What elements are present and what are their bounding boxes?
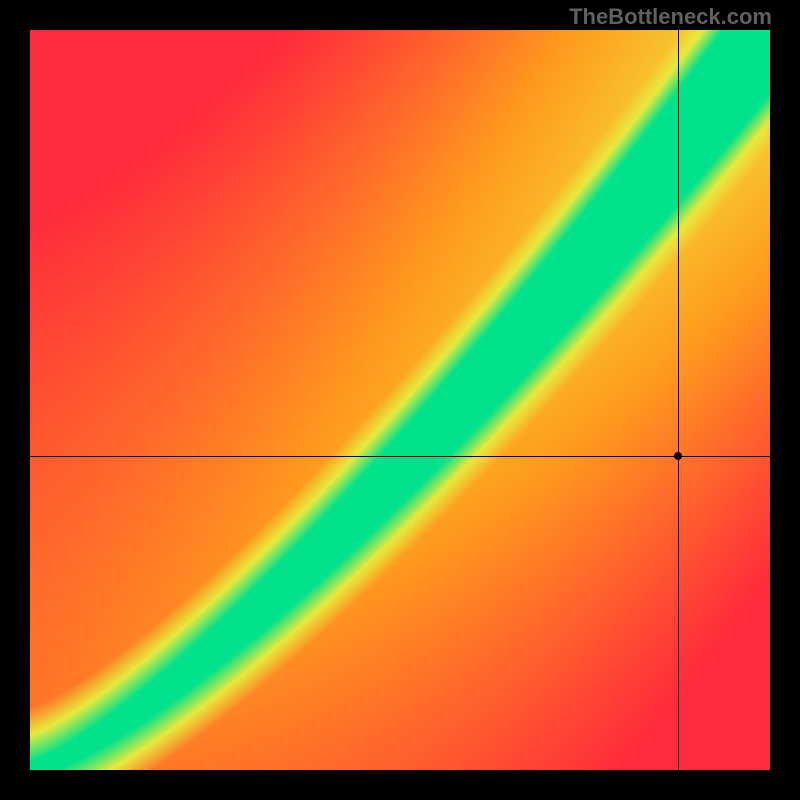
heatmap-plot [30,30,770,770]
crosshair-point [674,452,682,460]
crosshair-vertical [678,30,679,770]
crosshair-horizontal [30,456,770,457]
watermark-text: TheBottleneck.com [569,4,772,30]
heatmap-canvas [30,30,770,770]
chart-container: TheBottleneck.com [0,0,800,800]
